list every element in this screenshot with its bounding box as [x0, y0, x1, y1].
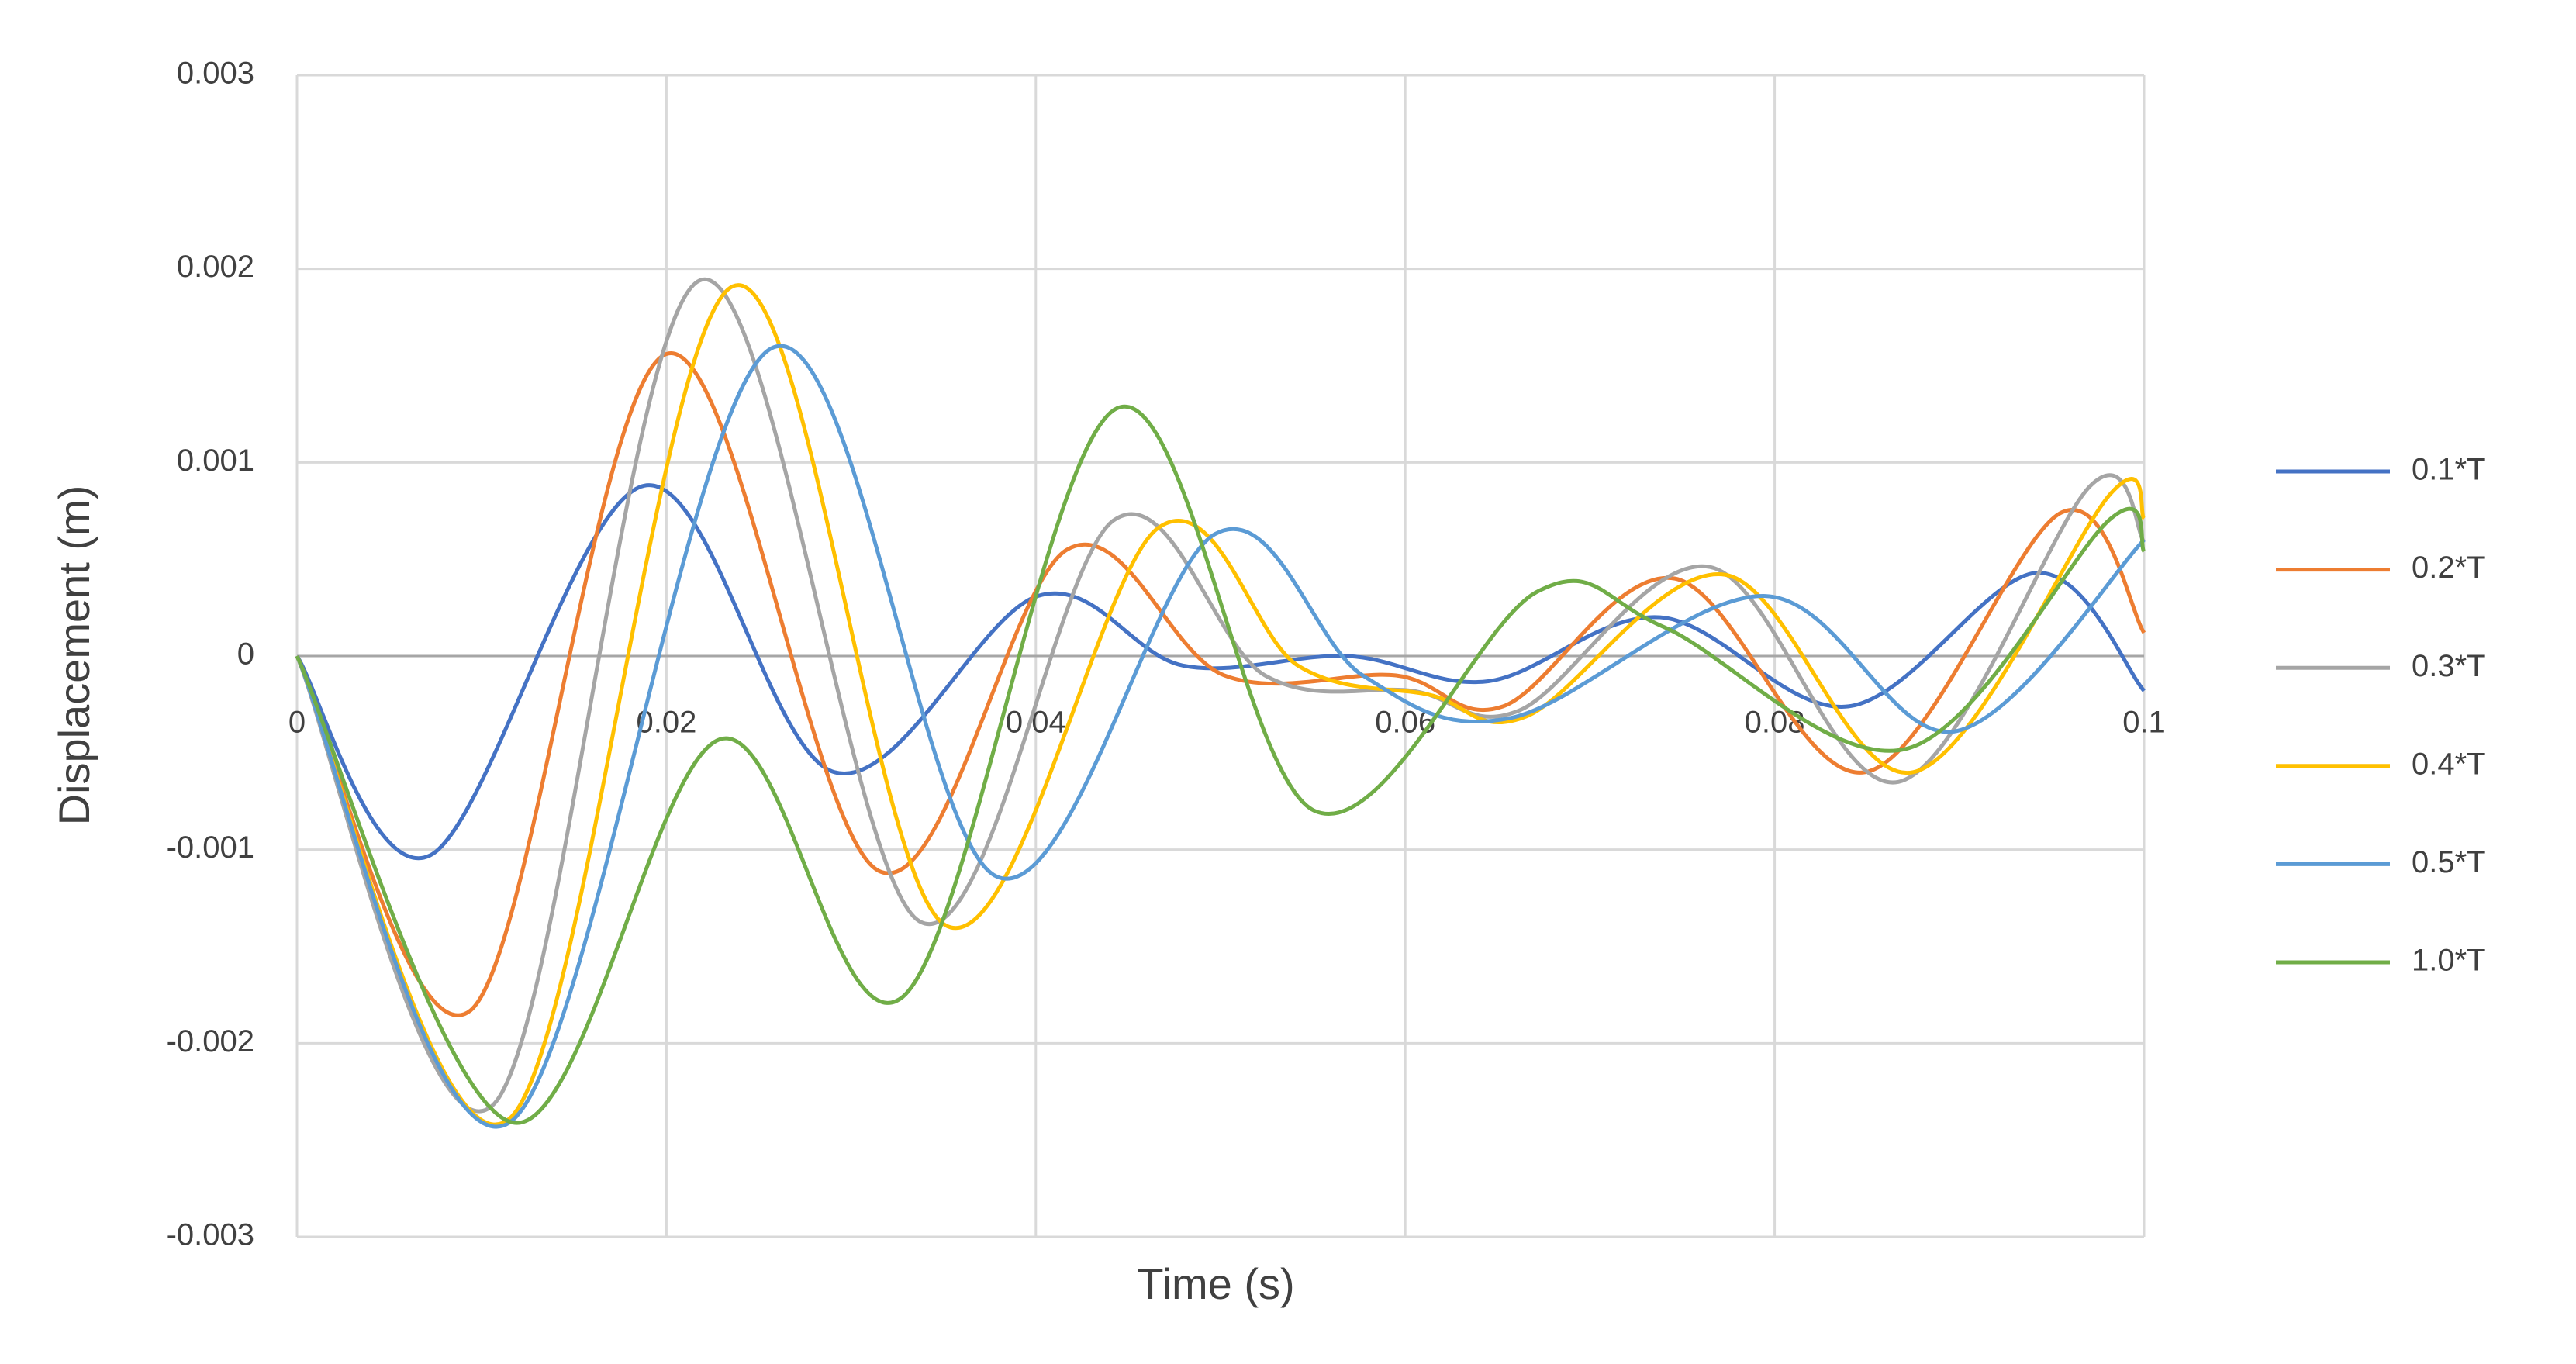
legend-label: 0.4*T	[2412, 747, 2486, 781]
data-line	[295, 277, 2146, 1114]
y-tick-label: 0.001	[177, 444, 254, 478]
legend-label: 0.3*T	[2412, 649, 2486, 683]
x-tick-label: 0.1	[2122, 706, 2166, 740]
legend-label: 0.5*T	[2412, 845, 2486, 879]
y-tick-label: -0.002	[167, 1024, 254, 1058]
data-line	[295, 344, 2146, 1129]
data-line	[295, 404, 2146, 1125]
x-axis-label: Time (s)	[1137, 1259, 1294, 1308]
legend-label: 0.2*T	[2412, 551, 2486, 585]
y-tick-label: 0.003	[177, 57, 254, 91]
x-tick-label: 0.04	[1006, 706, 1066, 740]
y-tick-label: -0.001	[167, 830, 254, 865]
legend-label: 1.0*T	[2412, 944, 2486, 978]
data-line	[295, 283, 2146, 1127]
data-line	[295, 483, 2146, 861]
legend-label: 0.1*T	[2412, 453, 2486, 487]
y-tick-label: 0.002	[177, 250, 254, 284]
y-axis-label: Displacement (m)	[50, 485, 98, 826]
x-tick-label: 0	[288, 706, 306, 740]
y-tick-label: 0	[237, 637, 254, 672]
y-tick-label: -0.003	[167, 1218, 254, 1252]
